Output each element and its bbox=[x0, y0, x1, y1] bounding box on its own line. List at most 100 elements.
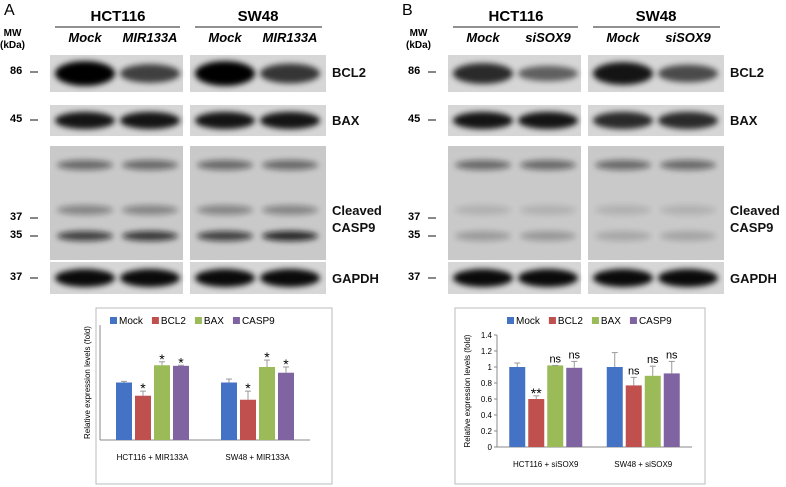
y-tick-label: 0.8 bbox=[481, 379, 493, 388]
band bbox=[55, 111, 115, 130]
band bbox=[595, 160, 651, 170]
significance-label: ns bbox=[549, 353, 561, 365]
error-bar bbox=[264, 359, 270, 367]
band bbox=[518, 269, 578, 287]
band bbox=[455, 205, 511, 215]
band bbox=[197, 160, 253, 170]
protein-label: BCL2 bbox=[730, 65, 764, 80]
y-tick-label: 1.4 bbox=[481, 331, 493, 340]
x-tick-label: SW48 + siSOX9 bbox=[614, 460, 673, 469]
bar bbox=[173, 365, 189, 440]
legend-swatch bbox=[591, 317, 599, 324]
band bbox=[262, 231, 318, 241]
bar bbox=[509, 367, 526, 447]
y-tick-label: 1.2 bbox=[481, 347, 493, 356]
band bbox=[195, 61, 255, 86]
bar bbox=[547, 365, 564, 447]
mw-label: MW (kDa) bbox=[406, 28, 431, 52]
y-tick-label: 1 bbox=[488, 363, 493, 372]
band bbox=[518, 65, 578, 82]
band bbox=[660, 160, 716, 170]
y-tick-label: 0 bbox=[488, 443, 493, 452]
mw-marker: 37 bbox=[408, 271, 421, 283]
lane-label: MIR133A bbox=[122, 30, 178, 45]
legend-label: BCL2 bbox=[161, 316, 186, 327]
significance-label: ns bbox=[647, 354, 659, 366]
mw-marker: 37 bbox=[408, 211, 421, 223]
error-bar bbox=[668, 360, 675, 374]
lane-label: Mock bbox=[606, 30, 640, 45]
band bbox=[658, 111, 718, 130]
legend-swatch bbox=[548, 317, 556, 324]
mw-marker: 86 bbox=[10, 65, 23, 77]
band bbox=[520, 205, 576, 215]
significance-label: * bbox=[264, 349, 270, 365]
error-bar bbox=[283, 366, 289, 373]
band bbox=[260, 269, 320, 287]
group-label: SW48 bbox=[635, 8, 677, 25]
x-tick-label: SW48 + MIR133A bbox=[225, 453, 290, 462]
mw-text: MW bbox=[409, 28, 428, 39]
band bbox=[518, 111, 578, 130]
error-bar bbox=[611, 352, 618, 367]
band bbox=[658, 64, 718, 83]
error-bar bbox=[121, 380, 127, 383]
bar bbox=[135, 395, 151, 440]
band bbox=[455, 160, 511, 170]
panel-label: B bbox=[402, 2, 413, 19]
chart-frame bbox=[454, 307, 706, 485]
group-label: HCT116 bbox=[488, 8, 544, 25]
band bbox=[260, 63, 320, 84]
panel-label: A bbox=[4, 2, 15, 19]
chart-frame bbox=[95, 307, 333, 485]
band bbox=[55, 269, 115, 287]
kda-text: (kDa) bbox=[0, 40, 26, 51]
bar bbox=[154, 365, 170, 440]
band bbox=[262, 160, 318, 170]
significance-label: * bbox=[245, 380, 251, 396]
protein-label: BAX bbox=[730, 113, 758, 128]
band bbox=[122, 205, 178, 215]
bar bbox=[625, 385, 642, 447]
significance-label: ns bbox=[568, 349, 580, 361]
significance-label: * bbox=[140, 380, 146, 396]
bar bbox=[606, 367, 623, 447]
band bbox=[195, 111, 255, 130]
error-bar bbox=[140, 390, 146, 396]
legend-swatch bbox=[110, 317, 117, 324]
significance-label: ns bbox=[666, 349, 678, 361]
band bbox=[595, 231, 651, 241]
legend-swatch bbox=[151, 317, 159, 324]
legend-swatch bbox=[232, 317, 240, 324]
error-bar bbox=[571, 360, 578, 368]
legend-swatch bbox=[507, 317, 514, 324]
mw-label: MW (kDa) bbox=[0, 28, 25, 52]
mw-marker: 35 bbox=[10, 229, 23, 241]
band bbox=[260, 111, 320, 130]
bar bbox=[116, 382, 132, 440]
significance-label: ns bbox=[628, 365, 640, 377]
group-label: HCT116 bbox=[90, 8, 146, 25]
bar bbox=[278, 372, 294, 440]
lane-label: siSOX9 bbox=[665, 30, 711, 45]
legend-label: Mock bbox=[119, 316, 144, 327]
y-axis-label: Relative expression levels (fold) bbox=[83, 326, 92, 439]
band bbox=[520, 160, 576, 170]
x-tick-label: HCT116 + siSOX9 bbox=[513, 460, 579, 469]
band bbox=[57, 205, 113, 215]
mw-text: MW bbox=[3, 28, 22, 39]
significance-label: * bbox=[159, 351, 165, 367]
band bbox=[593, 62, 653, 85]
y-axis-label: Relative expression levels (fold) bbox=[463, 334, 472, 447]
bar bbox=[566, 367, 583, 447]
band bbox=[660, 205, 716, 215]
legend-label: BAX bbox=[204, 316, 224, 327]
legend-label: BAX bbox=[601, 316, 621, 327]
error-bar bbox=[245, 390, 251, 400]
band bbox=[658, 269, 718, 287]
band bbox=[593, 269, 653, 287]
legend-swatch bbox=[629, 317, 637, 324]
mw-marker: 45 bbox=[408, 113, 421, 125]
lane-label: MIR133A bbox=[262, 30, 318, 45]
